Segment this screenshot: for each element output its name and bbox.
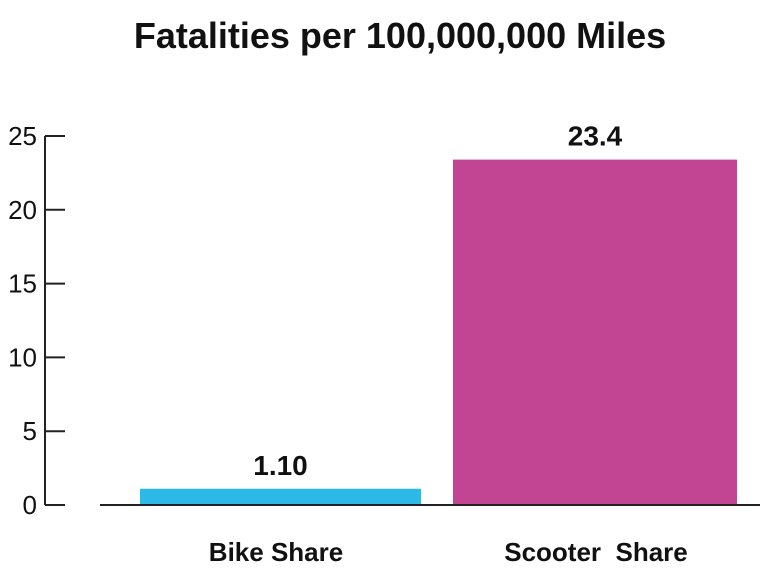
category-label: Bike Share <box>209 537 343 567</box>
y-tick-label: 5 <box>23 416 37 446</box>
bars: 1.10 23.4 <box>140 121 737 505</box>
data-label: 1.10 <box>253 450 308 481</box>
y-tick-label: 25 <box>8 121 37 151</box>
y-axis: 0 5 10 15 20 25 <box>8 121 65 520</box>
chart-title: Fatalities per 100,000,000 Miles <box>134 15 666 56</box>
y-tick-label: 15 <box>8 269 37 299</box>
y-tick-label: 20 <box>8 195 37 225</box>
y-tick-label: 0 <box>23 490 37 520</box>
category-label: Scooter Share <box>504 537 688 567</box>
x-axis: Bike Share Scooter Share <box>100 504 760 567</box>
bar-scooter-share <box>453 159 737 505</box>
data-label: 23.4 <box>568 121 623 152</box>
bar-bike-share <box>140 488 421 505</box>
y-tick-label: 10 <box>8 342 37 372</box>
